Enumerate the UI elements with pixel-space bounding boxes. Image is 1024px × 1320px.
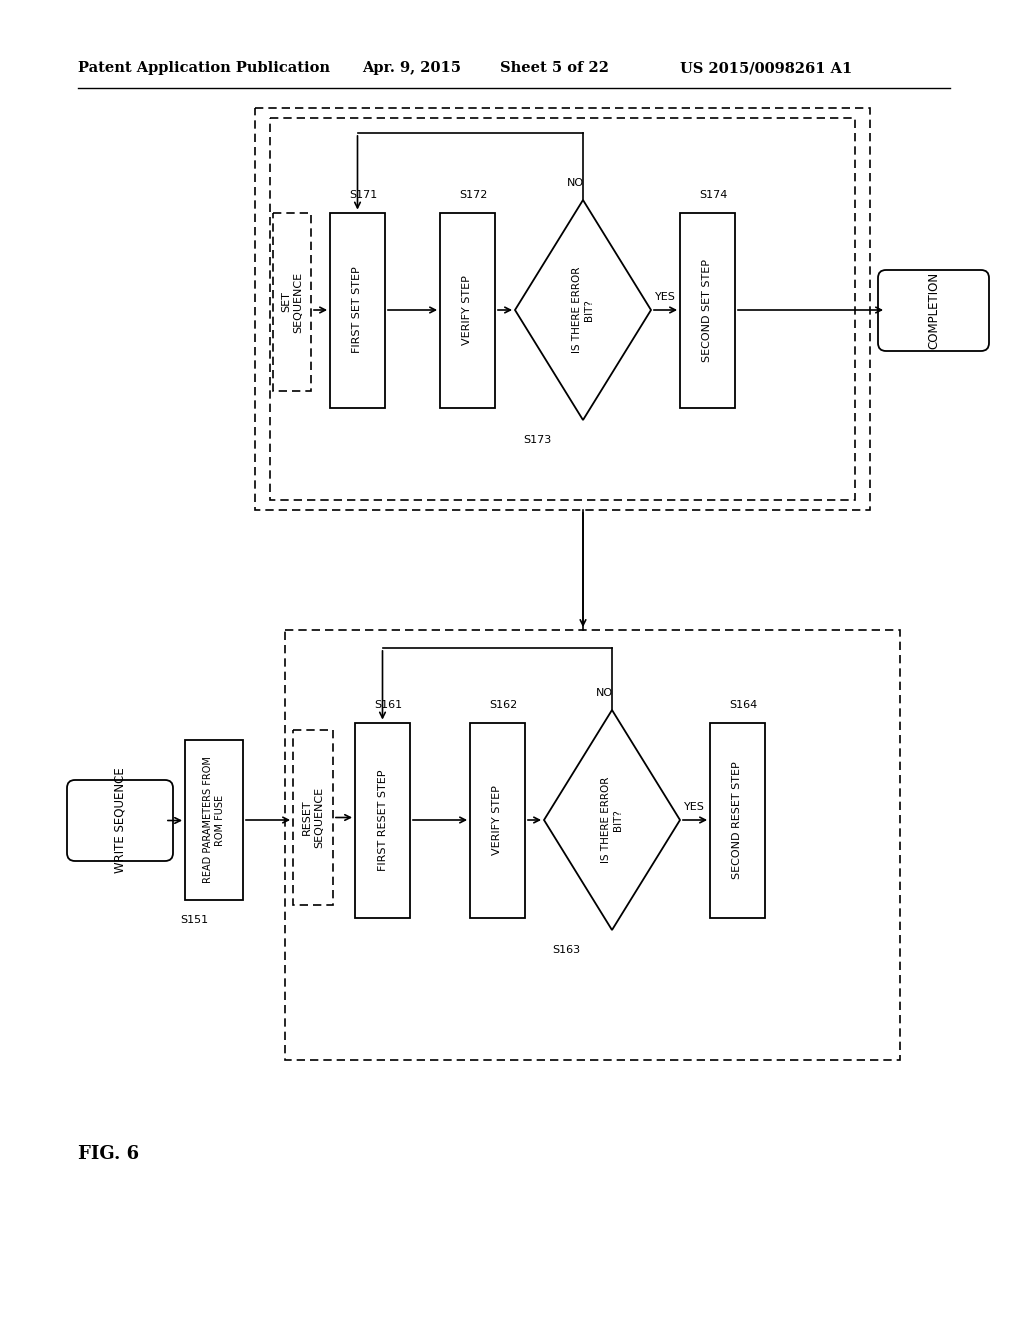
Text: IS THERE ERROR
BIT?: IS THERE ERROR BIT? [572,267,594,354]
Text: Apr. 9, 2015: Apr. 9, 2015 [362,61,461,75]
Text: FIG. 6: FIG. 6 [78,1144,139,1163]
Text: S163: S163 [552,945,581,954]
Text: VERIFY STEP: VERIFY STEP [493,785,503,855]
FancyBboxPatch shape [680,213,735,408]
Text: FIRST SET STEP: FIRST SET STEP [352,267,362,354]
Text: US 2015/0098261 A1: US 2015/0098261 A1 [680,61,852,75]
FancyBboxPatch shape [185,741,243,900]
FancyBboxPatch shape [330,213,385,408]
Text: WRITE SEQUENCE: WRITE SEQUENCE [114,768,127,874]
Text: SECOND SET STEP: SECOND SET STEP [702,259,713,362]
Text: FIRST RESET STEP: FIRST RESET STEP [378,770,387,871]
Text: S151: S151 [180,915,208,925]
FancyBboxPatch shape [355,722,410,917]
Text: VERIFY STEP: VERIFY STEP [463,275,472,345]
Text: S161: S161 [375,701,402,710]
Text: COMPLETION: COMPLETION [927,272,940,348]
Text: RESET
SEQUENCE: RESET SEQUENCE [302,787,324,847]
Text: NO: NO [566,178,584,187]
FancyBboxPatch shape [710,722,765,917]
FancyBboxPatch shape [67,780,173,861]
Text: S173: S173 [523,436,551,445]
Text: S162: S162 [489,701,517,710]
Text: SECOND RESET STEP: SECOND RESET STEP [732,762,742,879]
Polygon shape [515,201,651,420]
Text: SET
SEQUENCE: SET SEQUENCE [282,272,303,333]
FancyBboxPatch shape [470,722,525,917]
Text: Sheet 5 of 22: Sheet 5 of 22 [500,61,609,75]
Text: NO: NO [595,688,612,698]
Text: YES: YES [684,803,705,812]
FancyBboxPatch shape [440,213,495,408]
Text: S174: S174 [699,190,728,201]
FancyBboxPatch shape [878,271,989,351]
Text: IS THERE ERROR
BIT?: IS THERE ERROR BIT? [601,776,623,863]
Polygon shape [544,710,680,931]
Text: S172: S172 [460,190,487,201]
Text: S164: S164 [729,701,758,710]
Text: YES: YES [655,292,676,302]
Text: READ PARAMETERS FROM
ROM FUSE: READ PARAMETERS FROM ROM FUSE [203,756,225,883]
Text: Patent Application Publication: Patent Application Publication [78,61,330,75]
Text: S171: S171 [349,190,378,201]
